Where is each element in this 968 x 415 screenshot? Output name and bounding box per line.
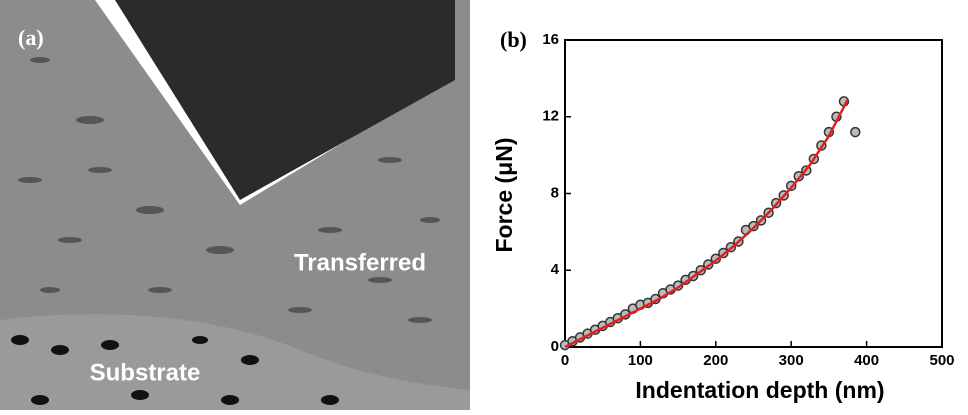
x-tick-label: 0 — [561, 352, 569, 369]
panel-label: (b) — [500, 27, 527, 52]
x-tick-label: 200 — [703, 352, 728, 369]
region-label: Transferred — [294, 249, 426, 276]
y-tick-label: 4 — [551, 261, 560, 278]
y-axis-label: Force (μN) — [491, 137, 517, 252]
y-tick-label: 16 — [542, 31, 559, 48]
x-tick-label: 500 — [929, 352, 954, 369]
micrograph: (a) Transferred Substrate — [0, 0, 470, 410]
y-tick-label: 8 — [551, 184, 559, 201]
figure: (a) Transferred Substrate (b) Indentatio… — [0, 0, 968, 410]
data-point — [851, 128, 860, 137]
x-tick-label: 400 — [854, 352, 879, 369]
panel-label: (a) — [18, 25, 44, 50]
x-axis-label: Indentation depth (nm) — [635, 377, 884, 403]
y-tick-label: 12 — [542, 108, 559, 125]
region-label: Substrate — [90, 359, 201, 386]
fit-line — [565, 99, 848, 347]
x-tick-label: 100 — [628, 352, 653, 369]
x-tick-label: 300 — [779, 352, 804, 369]
plot-frame — [565, 40, 942, 347]
y-tick-label: 0 — [551, 338, 559, 355]
